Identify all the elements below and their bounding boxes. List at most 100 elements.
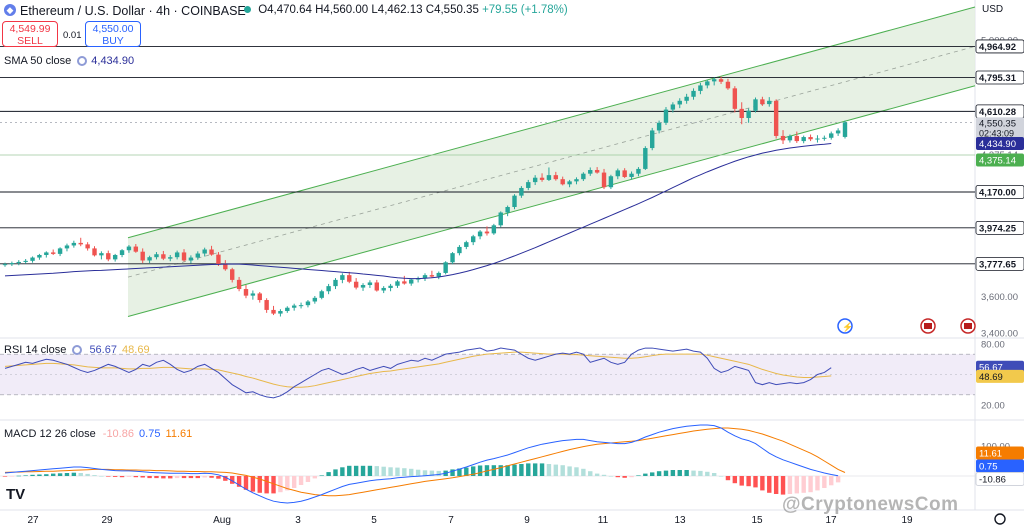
macd-histogram-bar xyxy=(209,476,213,478)
price-tag-countdown: 02:43:09 xyxy=(979,128,1014,138)
macd-histogram-bar xyxy=(815,476,819,490)
candle-body xyxy=(72,243,76,246)
time-axis-tick: 17 xyxy=(825,515,837,526)
price-tag-label: 3,974.25 xyxy=(979,223,1017,234)
candle-body xyxy=(147,257,151,260)
candle-body xyxy=(836,130,840,133)
lightning-glyph: ⚡ xyxy=(842,321,853,333)
candle-body xyxy=(278,311,282,314)
candle-body xyxy=(485,232,489,234)
candle-body xyxy=(37,255,41,258)
macd-histogram-bar xyxy=(801,476,805,493)
ethereum-icon: ◆ xyxy=(4,4,16,16)
macd-histogram-bar xyxy=(58,473,62,476)
spread-value: 0.01 xyxy=(63,30,82,41)
time-axis-tick: 15 xyxy=(751,515,763,526)
macd-histogram-bar xyxy=(657,471,661,476)
sma-legend[interactable]: SMA 50 close 4,434.90 xyxy=(4,55,134,67)
candle-body xyxy=(340,275,344,280)
macd-histogram-bar xyxy=(202,476,206,478)
sma-value: 4,434.90 xyxy=(91,55,134,67)
rsi-axis-tick: 20.00 xyxy=(981,401,1005,412)
macd-histogram-bar xyxy=(182,476,186,478)
rsi-legend[interactable]: RSI 14 close 56.67 48.69 xyxy=(4,344,150,356)
time-axis-tick: 29 xyxy=(101,515,113,526)
macd-histogram-bar xyxy=(567,466,571,476)
macd-legend[interactable]: MACD 12 26 close -10.86 0.75 11.61 xyxy=(4,428,192,440)
macd-histogram-bar xyxy=(361,466,365,476)
candle-body xyxy=(51,252,55,253)
buy-button[interactable]: 4,550.00 BUY xyxy=(85,21,141,47)
us-flag-icon xyxy=(921,319,935,333)
currency-label[interactable]: USD xyxy=(982,4,1003,15)
market-status-dot xyxy=(244,6,251,13)
candle-body xyxy=(499,213,503,226)
candle-body xyxy=(388,286,392,288)
macd-histogram-bar xyxy=(354,466,358,476)
macd-histogram-bar xyxy=(795,476,799,493)
macd-histogram-bar xyxy=(554,465,558,476)
candle-body xyxy=(58,248,62,253)
sell-button[interactable]: 4,549.99 SELL xyxy=(2,21,58,47)
time-axis-tick: 19 xyxy=(901,515,913,526)
macd-histogram-bar xyxy=(774,476,778,494)
macd-histogram-bar xyxy=(684,470,688,476)
low-value: L4,462.13 xyxy=(371,4,422,16)
tradingview-logo[interactable]: TV xyxy=(6,486,25,503)
candle-body xyxy=(175,252,179,257)
price-axis-tick: 3,600.00 xyxy=(981,292,1018,303)
candle-body xyxy=(774,101,778,136)
macd-histogram-bar xyxy=(746,476,750,486)
time-axis-tick: Aug xyxy=(213,515,231,526)
macd-histogram-bar xyxy=(216,476,220,479)
candle-body xyxy=(402,281,406,283)
candle-body xyxy=(712,79,716,81)
candle-body xyxy=(244,289,248,296)
macd-histogram-bar xyxy=(712,473,716,476)
watermark: @CryptonewsCom xyxy=(782,494,959,516)
macd-histogram-bar xyxy=(333,469,337,476)
price-tag-label: 4,795.31 xyxy=(979,73,1017,84)
candle-body xyxy=(182,252,186,260)
candle-body xyxy=(375,282,379,290)
candle-body xyxy=(843,122,847,137)
price-tag-label: 4,964.92 xyxy=(979,42,1016,53)
macd-title: MACD 12 26 close xyxy=(4,428,96,440)
macd-histogram-bar xyxy=(636,475,640,476)
candle-body xyxy=(120,250,124,255)
sell-label: SELL xyxy=(3,35,57,47)
candle-body xyxy=(512,196,516,207)
candle-body xyxy=(381,288,385,291)
macd-histogram-bar xyxy=(788,476,792,494)
symbol-title[interactable]: Ethereum / U.S. Dollar · 4h · COINBASE xyxy=(20,4,246,18)
macd-histogram-bar xyxy=(113,476,117,477)
macd-histogram-bar xyxy=(767,476,771,493)
settings-icon[interactable] xyxy=(77,56,87,66)
candle-body xyxy=(622,170,626,177)
candle-body xyxy=(223,265,227,270)
buy-price: 4,550.00 xyxy=(86,23,140,35)
macd-histogram-bar xyxy=(726,476,730,480)
candle-body xyxy=(437,273,441,277)
macd-histogram-bar xyxy=(678,470,682,476)
macd-histogram-bar xyxy=(705,472,709,476)
macd-histogram-bar xyxy=(264,476,268,493)
macd-histogram-bar xyxy=(3,476,7,477)
macd-histogram-bar xyxy=(251,476,255,492)
channel-lower-line xyxy=(128,86,975,317)
candle-body xyxy=(23,261,27,262)
macd-histogram-bar xyxy=(189,476,193,478)
candle-body xyxy=(209,249,213,254)
macd-histogram-bar xyxy=(492,465,496,476)
candle-body xyxy=(671,104,675,109)
macd-histogram-bar xyxy=(292,476,296,488)
rsi-title: RSI 14 close xyxy=(4,344,66,356)
rsi-axis-tick: 80.00 xyxy=(981,340,1005,351)
flag-glyph xyxy=(964,323,972,329)
candle-body xyxy=(450,253,454,262)
macd-histogram-bar xyxy=(526,463,530,476)
settings-icon[interactable] xyxy=(72,345,82,355)
macd-histogram-bar xyxy=(306,476,310,482)
candle-body xyxy=(79,243,83,244)
